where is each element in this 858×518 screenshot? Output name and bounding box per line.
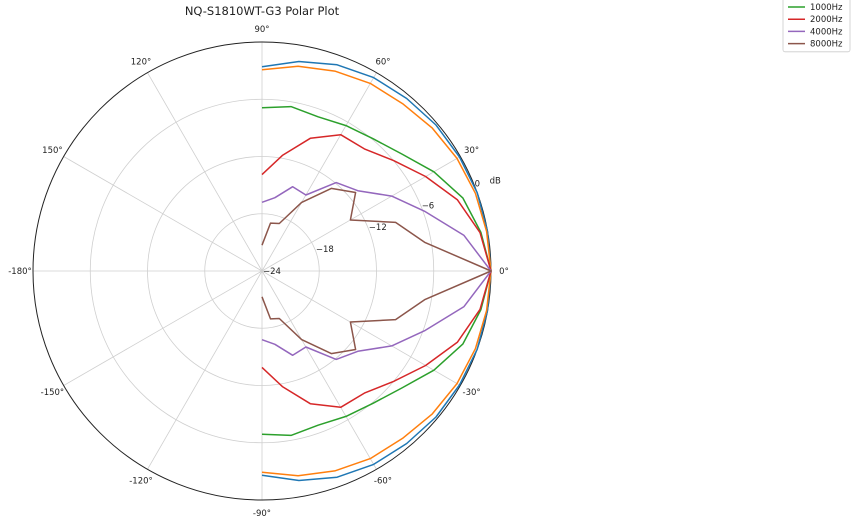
angle-tick-label: -150° (41, 388, 65, 398)
radial-gridline (147, 156, 377, 386)
angle-tick-label: -120° (129, 477, 153, 487)
legend-box (782, 0, 851, 53)
legend: 1000Hz 2000Hz 4000Hz 8000Hz (782, 0, 851, 53)
radial-tick-label: −12 (369, 223, 387, 233)
angle-tick-label: 30° (464, 146, 479, 156)
radial-gridline (204, 213, 320, 329)
angle-tick-label: 0° (499, 267, 509, 277)
legend-label: 1000Hz (810, 3, 843, 13)
legend-label: 2000Hz (810, 15, 843, 25)
angle-tick-label: -180° (8, 267, 32, 277)
radial-tick-label: −6 (422, 201, 435, 211)
series-line (261, 187, 492, 355)
angle-tick-label: 150° (42, 146, 62, 156)
radial-tick-label: −18 (316, 245, 334, 255)
legend-label: 8000Hz (810, 40, 843, 50)
legend-label: 4000Hz (810, 27, 843, 37)
angle-tick-label: 90° (254, 25, 269, 35)
angle-tick-label: 60° (375, 57, 390, 67)
angle-tick-label: 120° (131, 57, 151, 67)
series-lines (261, 60, 492, 482)
polar-grid (32, 41, 492, 501)
axis-labels: 0° 30° 60° 90° 120° 150° -180° -150° -120° -90° -6… (8, 25, 509, 518)
angle-tick-label: -90° (253, 509, 271, 518)
chart-title: NQ-S1810WT-G3 Polar Plot (185, 4, 340, 18)
angle-tick-label: -30° (463, 388, 481, 398)
radial-tick-label: −24 (263, 267, 281, 277)
angle-tick-label: -60° (374, 477, 392, 487)
radial-gridline (89, 98, 435, 444)
radial-unit-label: dB (490, 176, 501, 186)
radial-tick-label: 0 (475, 179, 480, 189)
